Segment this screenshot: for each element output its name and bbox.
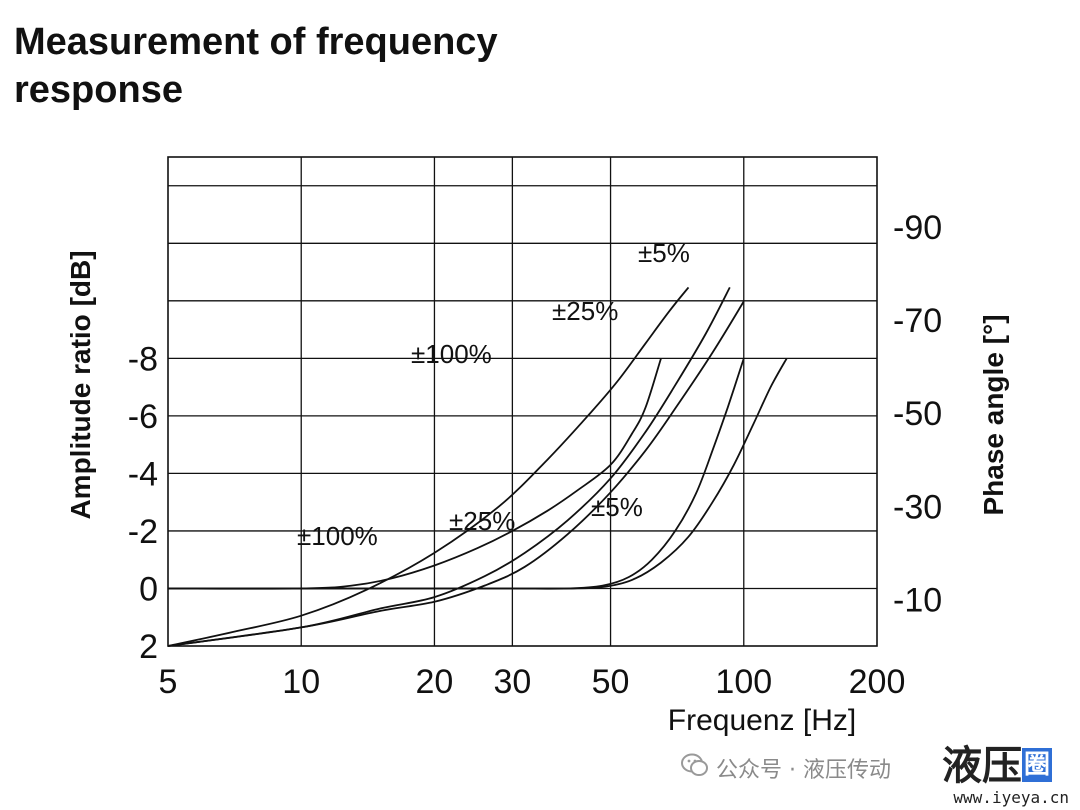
amplitude-curve-100pct xyxy=(167,358,662,590)
y-left-tick-label: -4 xyxy=(128,455,158,493)
x-axis-title: Frequenz [Hz] xyxy=(668,704,856,737)
phase-curve-100pct xyxy=(167,286,690,647)
x-gridlines xyxy=(300,157,745,646)
y-right-tick-labels: -90 -70 -50 -30 -10 xyxy=(893,209,942,620)
watermark-logo-tag: 圈 xyxy=(1022,748,1053,782)
y-left-tick-labels: 2 0 -2 -4 -6 -8 xyxy=(128,340,158,666)
x-tick-label: 50 xyxy=(592,663,630,701)
curve-label-phase-5: ±5% xyxy=(591,492,643,522)
watermark-logo-text: 液压 xyxy=(942,743,1022,789)
x-tick-label: 100 xyxy=(715,663,772,701)
watermark-url: www.iyeya.cn xyxy=(953,788,1069,807)
y-right-tick-label: -30 xyxy=(893,488,942,526)
y-left-tick-label: -2 xyxy=(128,513,158,551)
y-left-tick-label: -6 xyxy=(128,398,158,436)
curve-label-amp-100: ±100% xyxy=(411,339,492,369)
chart-title: Measurement of frequency response xyxy=(14,21,498,111)
y-left-tick-label: 2 xyxy=(139,628,158,666)
curve-label-amp-5: ±5% xyxy=(638,238,690,268)
watermark-text: 公众号 · 液压传动 xyxy=(716,758,891,783)
y-right-axis-title: Phase angle [°] xyxy=(978,314,1009,515)
y-right-tick-label: -50 xyxy=(893,395,942,433)
x-tick-label: 200 xyxy=(849,663,906,701)
plot-frame xyxy=(167,156,878,647)
phase-curves xyxy=(167,286,745,647)
curve-label-amp-25: ±25% xyxy=(552,296,618,326)
phase-curve-5pct xyxy=(167,300,745,647)
x-tick-label: 10 xyxy=(282,663,320,701)
y-left-axis-title: Amplitude ratio [dB] xyxy=(65,250,96,519)
curve-label-phase-100: ±100% xyxy=(297,521,378,551)
y-right-tick-label: -10 xyxy=(893,581,942,619)
y-left-tick-label: 0 xyxy=(139,570,158,608)
y-right-tick-label: -70 xyxy=(893,302,942,340)
x-tick-label: 30 xyxy=(493,663,531,701)
x-tick-labels: 5 10 20 30 50 100 200 xyxy=(159,663,906,701)
wechat-icon xyxy=(681,753,708,776)
amplitude-curve-5pct xyxy=(168,357,788,590)
amplitude-curves xyxy=(167,357,788,590)
x-tick-label: 20 xyxy=(416,663,454,701)
y-left-tick-label: -8 xyxy=(128,340,158,378)
curve-label-phase-25: ±25% xyxy=(449,506,515,536)
y-right-tick-label: -90 xyxy=(893,209,942,247)
watermark: 公众号 · 液压传动 液压圈 www.iyeya.cn xyxy=(680,743,1075,807)
x-tick-label: 5 xyxy=(159,663,178,701)
watermark-logo: 液压圈 xyxy=(942,743,1053,789)
